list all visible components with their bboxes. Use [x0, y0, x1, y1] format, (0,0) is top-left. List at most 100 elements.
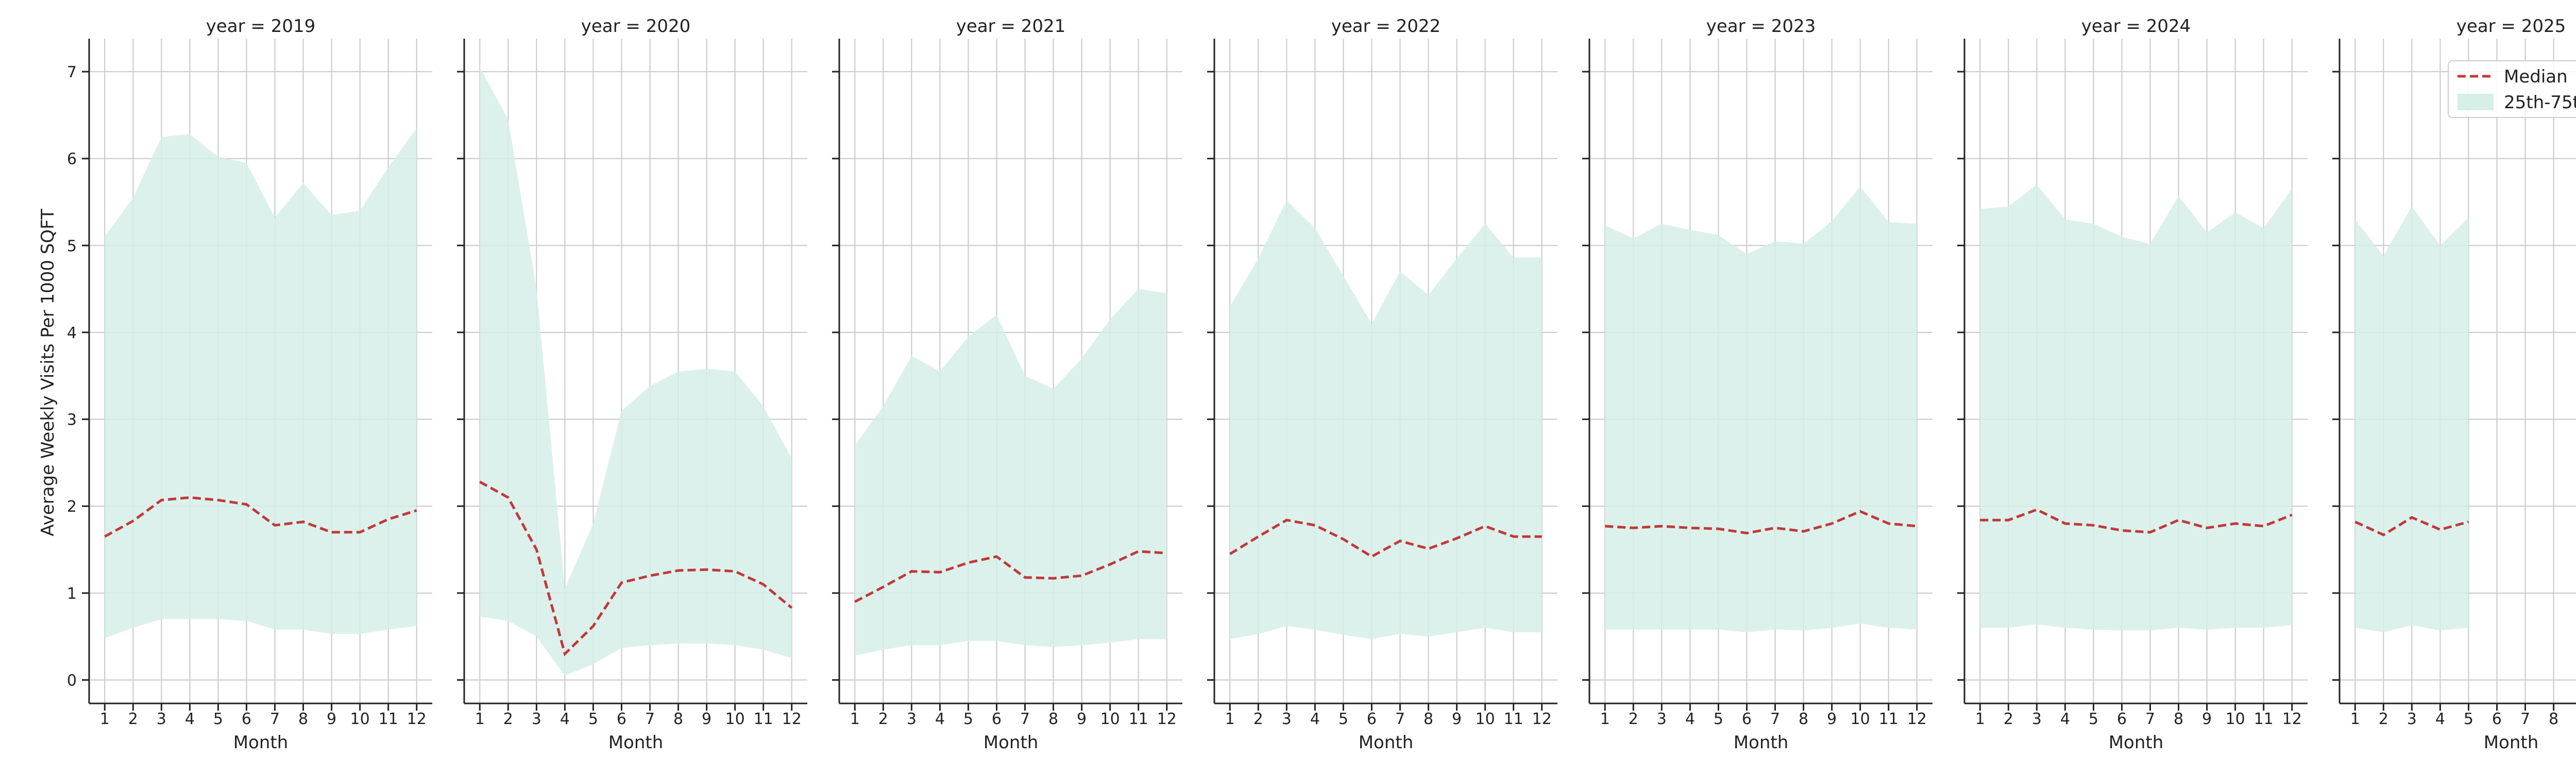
- median-point: [1916, 525, 1919, 528]
- median-point: [1228, 552, 1231, 556]
- median-point: [1978, 518, 1981, 522]
- x-tick-label: 8: [2549, 710, 2558, 728]
- y-axis-title: Average Weekly Visits Per 1000 SQFT: [38, 209, 58, 536]
- median-point: [330, 531, 333, 534]
- x-tick-label: 11: [1504, 710, 1523, 728]
- x-tick-label: 9: [1827, 710, 1837, 728]
- x-tick-label: 8: [1799, 710, 1808, 728]
- x-tick-label: 4: [1685, 710, 1695, 728]
- median-point: [1774, 526, 1777, 529]
- median-point: [2410, 516, 2413, 519]
- median-point: [677, 569, 680, 572]
- x-tick-label: 1: [1225, 710, 1235, 728]
- median-point: [1632, 526, 1635, 529]
- median-point: [2234, 522, 2237, 525]
- x-tick-label: 4: [2060, 710, 2070, 728]
- median-point: [649, 574, 652, 577]
- x-tick-label: 12: [782, 710, 802, 728]
- x-tick-label: 8: [1048, 710, 1058, 728]
- median-point: [188, 496, 191, 499]
- x-tick-label: 6: [242, 710, 251, 728]
- x-tick-label: 1: [2350, 710, 2360, 728]
- median-point: [245, 503, 248, 506]
- x-tick-label: 5: [2464, 710, 2473, 728]
- median-point: [1024, 576, 1027, 579]
- median-point: [2206, 526, 2209, 529]
- median-point: [910, 570, 913, 573]
- median-point: [1313, 524, 1316, 527]
- x-tick-label: 6: [2117, 710, 2127, 728]
- median-point: [2007, 518, 2010, 522]
- median-point: [1688, 526, 1691, 529]
- median-point: [1052, 577, 1055, 580]
- panel-title: year = 2025: [2456, 16, 2566, 37]
- median-point: [2438, 528, 2442, 531]
- x-tick-label: 9: [327, 710, 336, 728]
- x-tick-label: 6: [617, 710, 626, 728]
- x-tick-label: 8: [298, 710, 308, 728]
- x-tick-label: 10: [350, 710, 370, 728]
- median-point: [1080, 574, 1083, 577]
- median-point: [103, 535, 106, 538]
- median-line: [854, 550, 1167, 603]
- x-tick-label: 1: [100, 710, 110, 728]
- x-tick-label: 12: [1532, 710, 1552, 728]
- x-tick-label: 11: [379, 710, 398, 728]
- median-line: [1605, 510, 1917, 535]
- median-line: [2354, 516, 2469, 536]
- percentile-band: [480, 67, 792, 676]
- median-point: [1859, 510, 1862, 513]
- median-point: [2262, 525, 2265, 528]
- median-point: [938, 570, 941, 574]
- percentile-band: [105, 128, 417, 638]
- percentile-band: [855, 289, 1167, 656]
- median-point: [1887, 522, 1890, 525]
- median-point: [2353, 520, 2357, 524]
- median-line: [1980, 508, 2293, 534]
- x-tick-label: 5: [2089, 710, 2098, 728]
- median-point: [1427, 547, 1430, 550]
- median-point: [2149, 531, 2152, 534]
- median-point: [1717, 527, 1720, 530]
- panel-title: year = 2019: [206, 16, 315, 37]
- median-point: [563, 652, 566, 656]
- x-axis-title: Month: [608, 732, 664, 753]
- median-point: [1257, 535, 1260, 538]
- x-tick-label: 8: [2174, 710, 2183, 728]
- x-axis-title: Month: [1359, 732, 1414, 753]
- percentile-band: [2355, 206, 2469, 632]
- median-point: [2382, 533, 2385, 536]
- x-tick-label: 7: [1770, 710, 1780, 728]
- x-tick-label: 9: [2202, 710, 2212, 728]
- x-tick-label: 5: [963, 710, 973, 728]
- x-tick-label: 9: [1077, 710, 1087, 728]
- x-tick-label: 2: [2004, 710, 2013, 728]
- y-tick-label: 3: [67, 411, 77, 429]
- x-axis-title: Month: [984, 732, 1039, 753]
- x-axis-title: Month: [1734, 732, 1789, 753]
- x-axis-title: Month: [2484, 732, 2539, 753]
- x-tick-label: 6: [1367, 710, 1377, 728]
- percentile-band: [1230, 200, 1542, 640]
- x-tick-label: 11: [2254, 710, 2274, 728]
- median-point: [302, 520, 305, 524]
- median-point: [1165, 551, 1168, 554]
- x-tick-label: 3: [1282, 710, 1292, 728]
- percentile-band: [1980, 184, 2292, 631]
- median-point: [274, 524, 277, 527]
- x-tick-label: 11: [1129, 710, 1148, 728]
- median-point: [790, 607, 793, 610]
- x-tick-label: 10: [725, 710, 745, 728]
- y-tick-label: 5: [67, 237, 77, 255]
- median-point: [1802, 530, 1805, 533]
- median-point: [2063, 522, 2066, 525]
- x-tick-label: 3: [907, 710, 917, 728]
- median-line: [479, 480, 793, 657]
- median-point: [591, 625, 595, 628]
- median-point: [1455, 537, 1459, 540]
- median-point: [216, 498, 219, 501]
- median-point: [2291, 513, 2294, 516]
